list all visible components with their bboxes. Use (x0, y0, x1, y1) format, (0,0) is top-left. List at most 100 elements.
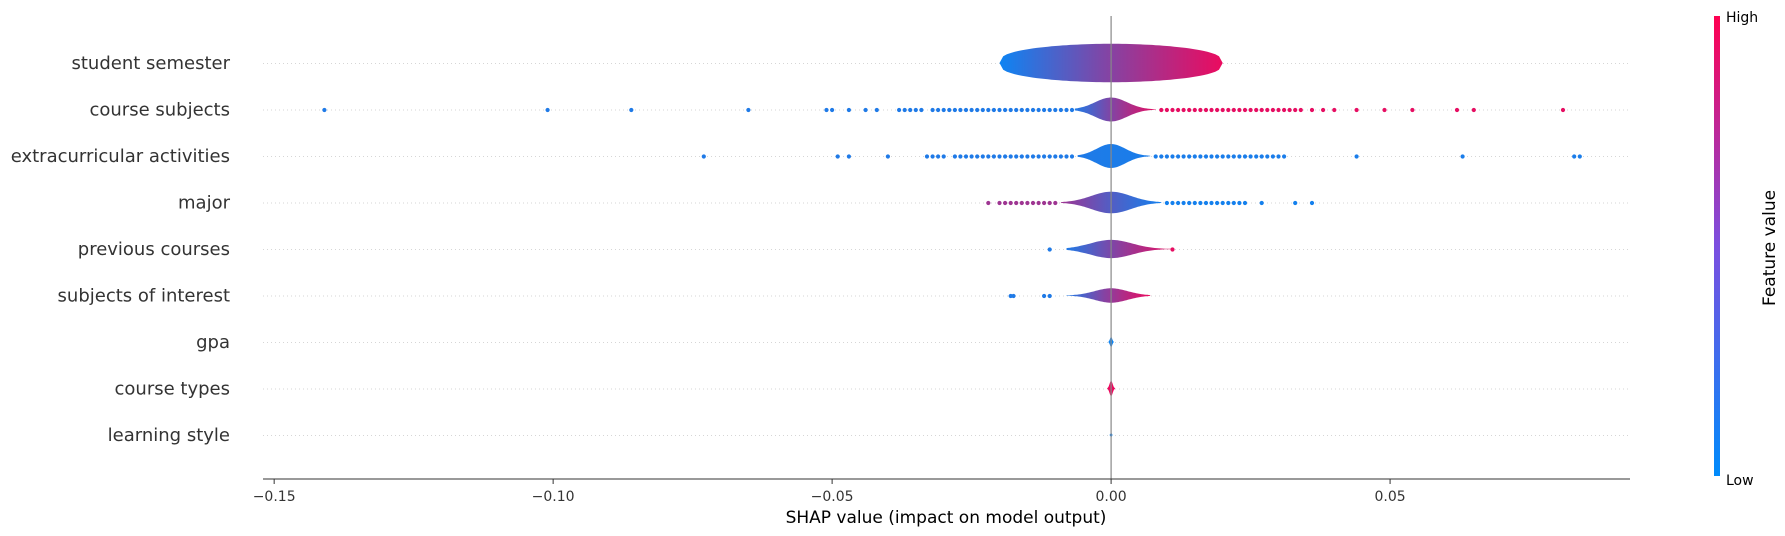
x-tick-label: −0.15 (253, 489, 296, 505)
shap-point (1332, 107, 1337, 113)
shap-point (1203, 200, 1209, 206)
shap-point (1237, 200, 1242, 206)
shap-point (1282, 154, 1287, 159)
x-tick-label: 0.00 (1096, 489, 1127, 505)
shap-point (1053, 154, 1058, 159)
shap-point (1025, 107, 1030, 113)
shap-point (1198, 107, 1203, 113)
shap-point (1254, 154, 1259, 159)
shap-point (969, 154, 974, 159)
shap-point (991, 154, 997, 159)
shap-point (1042, 293, 1047, 299)
shap-point (1282, 107, 1287, 113)
shap-point (958, 107, 963, 113)
shap-point (975, 154, 980, 159)
shap-point (997, 200, 1002, 206)
shap-point (930, 107, 935, 113)
shap-point (1198, 200, 1203, 206)
shap-point (1047, 154, 1052, 159)
shap-point (897, 107, 902, 113)
shap-point (1226, 107, 1231, 113)
shap-point (941, 107, 946, 113)
shap-point (1181, 107, 1186, 113)
shap-point (980, 107, 985, 113)
feature-label: subjects of interest (58, 286, 230, 307)
shap-point (1170, 247, 1175, 252)
shap-point (1003, 107, 1008, 113)
x-axis-ticks: −0.15 −0.10 −0.05 0.00 0.05 (253, 479, 1406, 505)
shap-point (1170, 200, 1175, 206)
shap-point (1293, 107, 1298, 113)
shap-point (1053, 200, 1058, 206)
shap-point (1215, 154, 1220, 159)
shap-point (746, 107, 751, 113)
violin-body (1074, 97, 1156, 122)
shap-point (1008, 107, 1013, 113)
shap-point (1014, 154, 1019, 159)
shap-point (980, 154, 985, 159)
shap-point (1410, 107, 1415, 113)
shap-point (1354, 107, 1359, 113)
shap-point (1231, 107, 1236, 113)
shap-point (1058, 107, 1063, 113)
feature-label: previous courses (78, 239, 230, 260)
feature-label: learning style (108, 425, 230, 446)
shap-point (1042, 200, 1047, 206)
shap-point (986, 154, 991, 159)
violin-body (1066, 288, 1151, 303)
shap-point (1321, 107, 1326, 113)
shap-point (1030, 154, 1036, 159)
shap-point (1047, 247, 1052, 252)
feature-label: course subjects (89, 100, 230, 121)
shap-point (1203, 107, 1209, 113)
shap-point (1164, 200, 1169, 206)
shap-point (1248, 107, 1253, 113)
shap-point (1237, 154, 1242, 159)
shap-point (1309, 107, 1315, 113)
feature-label: extracurricular activities (11, 146, 230, 167)
shap-point (991, 107, 997, 113)
shap-point (1220, 107, 1225, 113)
shap-point (986, 107, 991, 113)
x-tick-label: −0.05 (811, 489, 854, 505)
shap-point (1014, 200, 1019, 206)
shap-point (1025, 200, 1030, 206)
shap-point (1265, 107, 1270, 113)
shap-point (835, 154, 840, 159)
feature-label: major (178, 193, 231, 214)
shap-point (1164, 107, 1169, 113)
shap-point (1047, 200, 1052, 206)
shap-point (1203, 154, 1209, 159)
shap-point (1577, 154, 1582, 159)
shap-point (936, 107, 941, 113)
shap-point (1153, 154, 1158, 159)
shap-point (1176, 107, 1181, 113)
shap-point (924, 154, 930, 159)
shap-point (1019, 154, 1024, 159)
shap-point (1187, 200, 1192, 206)
shap-point (1003, 200, 1008, 206)
shap-point (1187, 107, 1192, 113)
shap-point (1276, 154, 1281, 159)
plot-area: student semester course subjects extracurr… (11, 16, 1630, 479)
shap-point (1069, 154, 1075, 159)
shap-point (1270, 107, 1275, 113)
colorbar-high-label: High (1726, 10, 1758, 26)
shap-point (1030, 107, 1036, 113)
colorbar-low-label: Low (1726, 473, 1754, 489)
shap-point (1008, 200, 1013, 206)
shap-point (958, 154, 963, 159)
shap-point (1019, 107, 1024, 113)
shap-point (1036, 200, 1041, 206)
shap-point (1276, 107, 1281, 113)
shap-point (952, 154, 958, 159)
shap-point (908, 107, 913, 113)
shap-point (919, 107, 924, 113)
shap-point (1309, 200, 1315, 206)
shap-point (1298, 107, 1303, 113)
shap-point (963, 107, 969, 113)
shap-point (1042, 154, 1047, 159)
shap-point (1560, 107, 1566, 113)
shap-point (1053, 107, 1058, 113)
